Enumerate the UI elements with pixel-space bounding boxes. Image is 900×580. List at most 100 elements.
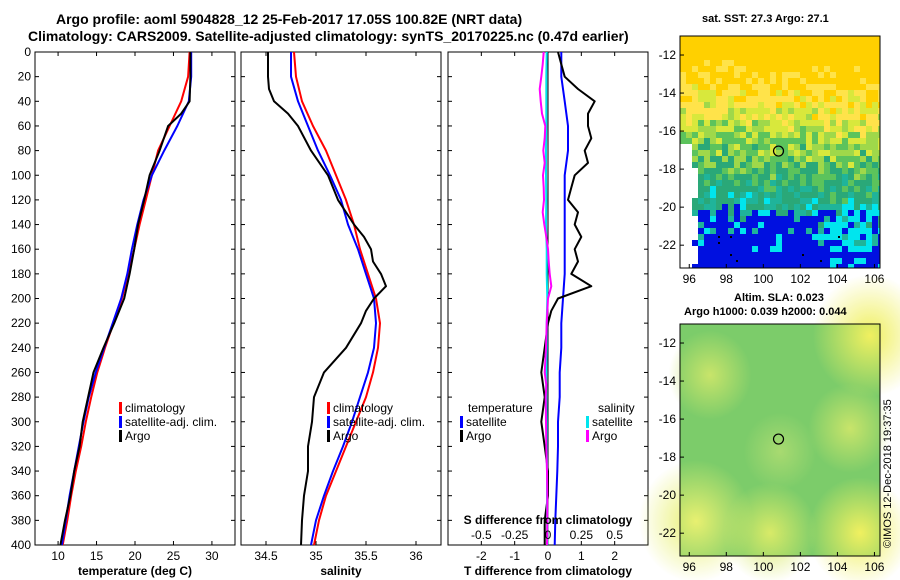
sst-cell (746, 210, 752, 216)
sst-cell (830, 180, 836, 186)
sst-cell (782, 102, 788, 108)
sst-cell (728, 198, 734, 204)
sst-cell (806, 216, 812, 222)
sst-cell (866, 120, 872, 126)
sst-cell (752, 150, 758, 156)
sst-cell (752, 138, 758, 144)
sst-cell (746, 102, 752, 108)
sst-cell (866, 126, 872, 132)
sst-cell (854, 168, 860, 174)
map-ytick-label: -20 (659, 200, 677, 214)
sst-cell (812, 264, 818, 268)
sst-cell (758, 156, 764, 162)
sst-cell (740, 42, 746, 48)
sst-cell (698, 222, 704, 228)
sst-cell (860, 186, 866, 192)
sst-cell (878, 264, 880, 268)
sst-cell (788, 168, 794, 174)
ytick-label: 160 (11, 242, 31, 256)
sst-cell (776, 252, 782, 258)
sst-cell (782, 132, 788, 138)
sst-cell (722, 66, 728, 72)
sst-cell (812, 54, 818, 60)
sst-cell (806, 174, 812, 180)
sst-cell (854, 78, 860, 84)
sst-cell (692, 264, 698, 268)
sst-cell (794, 156, 800, 162)
sst-cell (680, 102, 686, 108)
sst-cell (842, 162, 848, 168)
sst-cell (866, 90, 872, 96)
sst-cell (740, 264, 746, 268)
sst-cell (872, 102, 878, 108)
sst-cell (788, 78, 794, 84)
series-line-climatology (61, 51, 191, 546)
map-ytick-label: -22 (659, 526, 677, 540)
sst-cell (710, 138, 716, 144)
sst-cell (734, 234, 740, 240)
sst-cell (722, 246, 728, 252)
map-ytick-label: -16 (659, 124, 677, 138)
sst-cell (824, 186, 830, 192)
sst-cell (824, 78, 830, 84)
sst-cell (686, 48, 692, 54)
map-xtick-label: 106 (864, 560, 884, 574)
sst-cell (842, 66, 848, 72)
sst-cell (830, 222, 836, 228)
sst-cell (746, 66, 752, 72)
sst-cell (698, 210, 704, 216)
sst-cell (728, 174, 734, 180)
xtick-label: -2 (476, 549, 487, 563)
sst-cell (860, 60, 866, 66)
sst-cell (836, 264, 842, 268)
sst-cell (746, 192, 752, 198)
sst-cell (836, 120, 842, 126)
panel-salinity (240, 51, 442, 546)
ytick-label: 220 (11, 316, 31, 330)
sst-cell (806, 78, 812, 84)
sst-cell (866, 240, 872, 246)
map-ytick-label: -14 (659, 374, 677, 388)
sst-cell (782, 72, 788, 78)
sst-cell-dot (718, 242, 720, 244)
sst-cell (818, 186, 824, 192)
sst-cell (770, 216, 776, 222)
legend-label: Argo (466, 429, 492, 443)
sst-cell (752, 246, 758, 252)
sst-cell (722, 48, 728, 54)
sst-cell (746, 138, 752, 144)
sst-cell (734, 120, 740, 126)
sst-cell (854, 96, 860, 102)
sst-cell (710, 132, 716, 138)
sst-cell (728, 150, 734, 156)
sst-cell (746, 228, 752, 234)
sst-cell (818, 228, 824, 234)
sst-cell (710, 192, 716, 198)
sst-cell (740, 132, 746, 138)
sst-cell (698, 192, 704, 198)
sst-cell (716, 36, 722, 42)
sst-cell (776, 210, 782, 216)
sst-cell (794, 36, 800, 42)
sst-cell (830, 216, 836, 222)
sst-cell (836, 144, 842, 150)
sst-cell (734, 240, 740, 246)
sst-cell (692, 72, 698, 78)
sst-cell (842, 96, 848, 102)
sst-cell (842, 108, 848, 114)
sst-cell (686, 90, 692, 96)
sst-cell (782, 60, 788, 66)
sst-cell (728, 258, 734, 264)
sst-cell (788, 228, 794, 234)
ytick-label: 260 (11, 365, 31, 379)
sst-cell (686, 66, 692, 72)
ytick-label: 200 (11, 292, 31, 306)
sst-cell (704, 252, 710, 258)
sst-cell (770, 90, 776, 96)
sst-cell (818, 108, 824, 114)
sst-cell (818, 234, 824, 240)
sst-cell (758, 66, 764, 72)
sst-cell (842, 198, 848, 204)
sst-cell (800, 192, 806, 198)
sst-cell (752, 204, 758, 210)
